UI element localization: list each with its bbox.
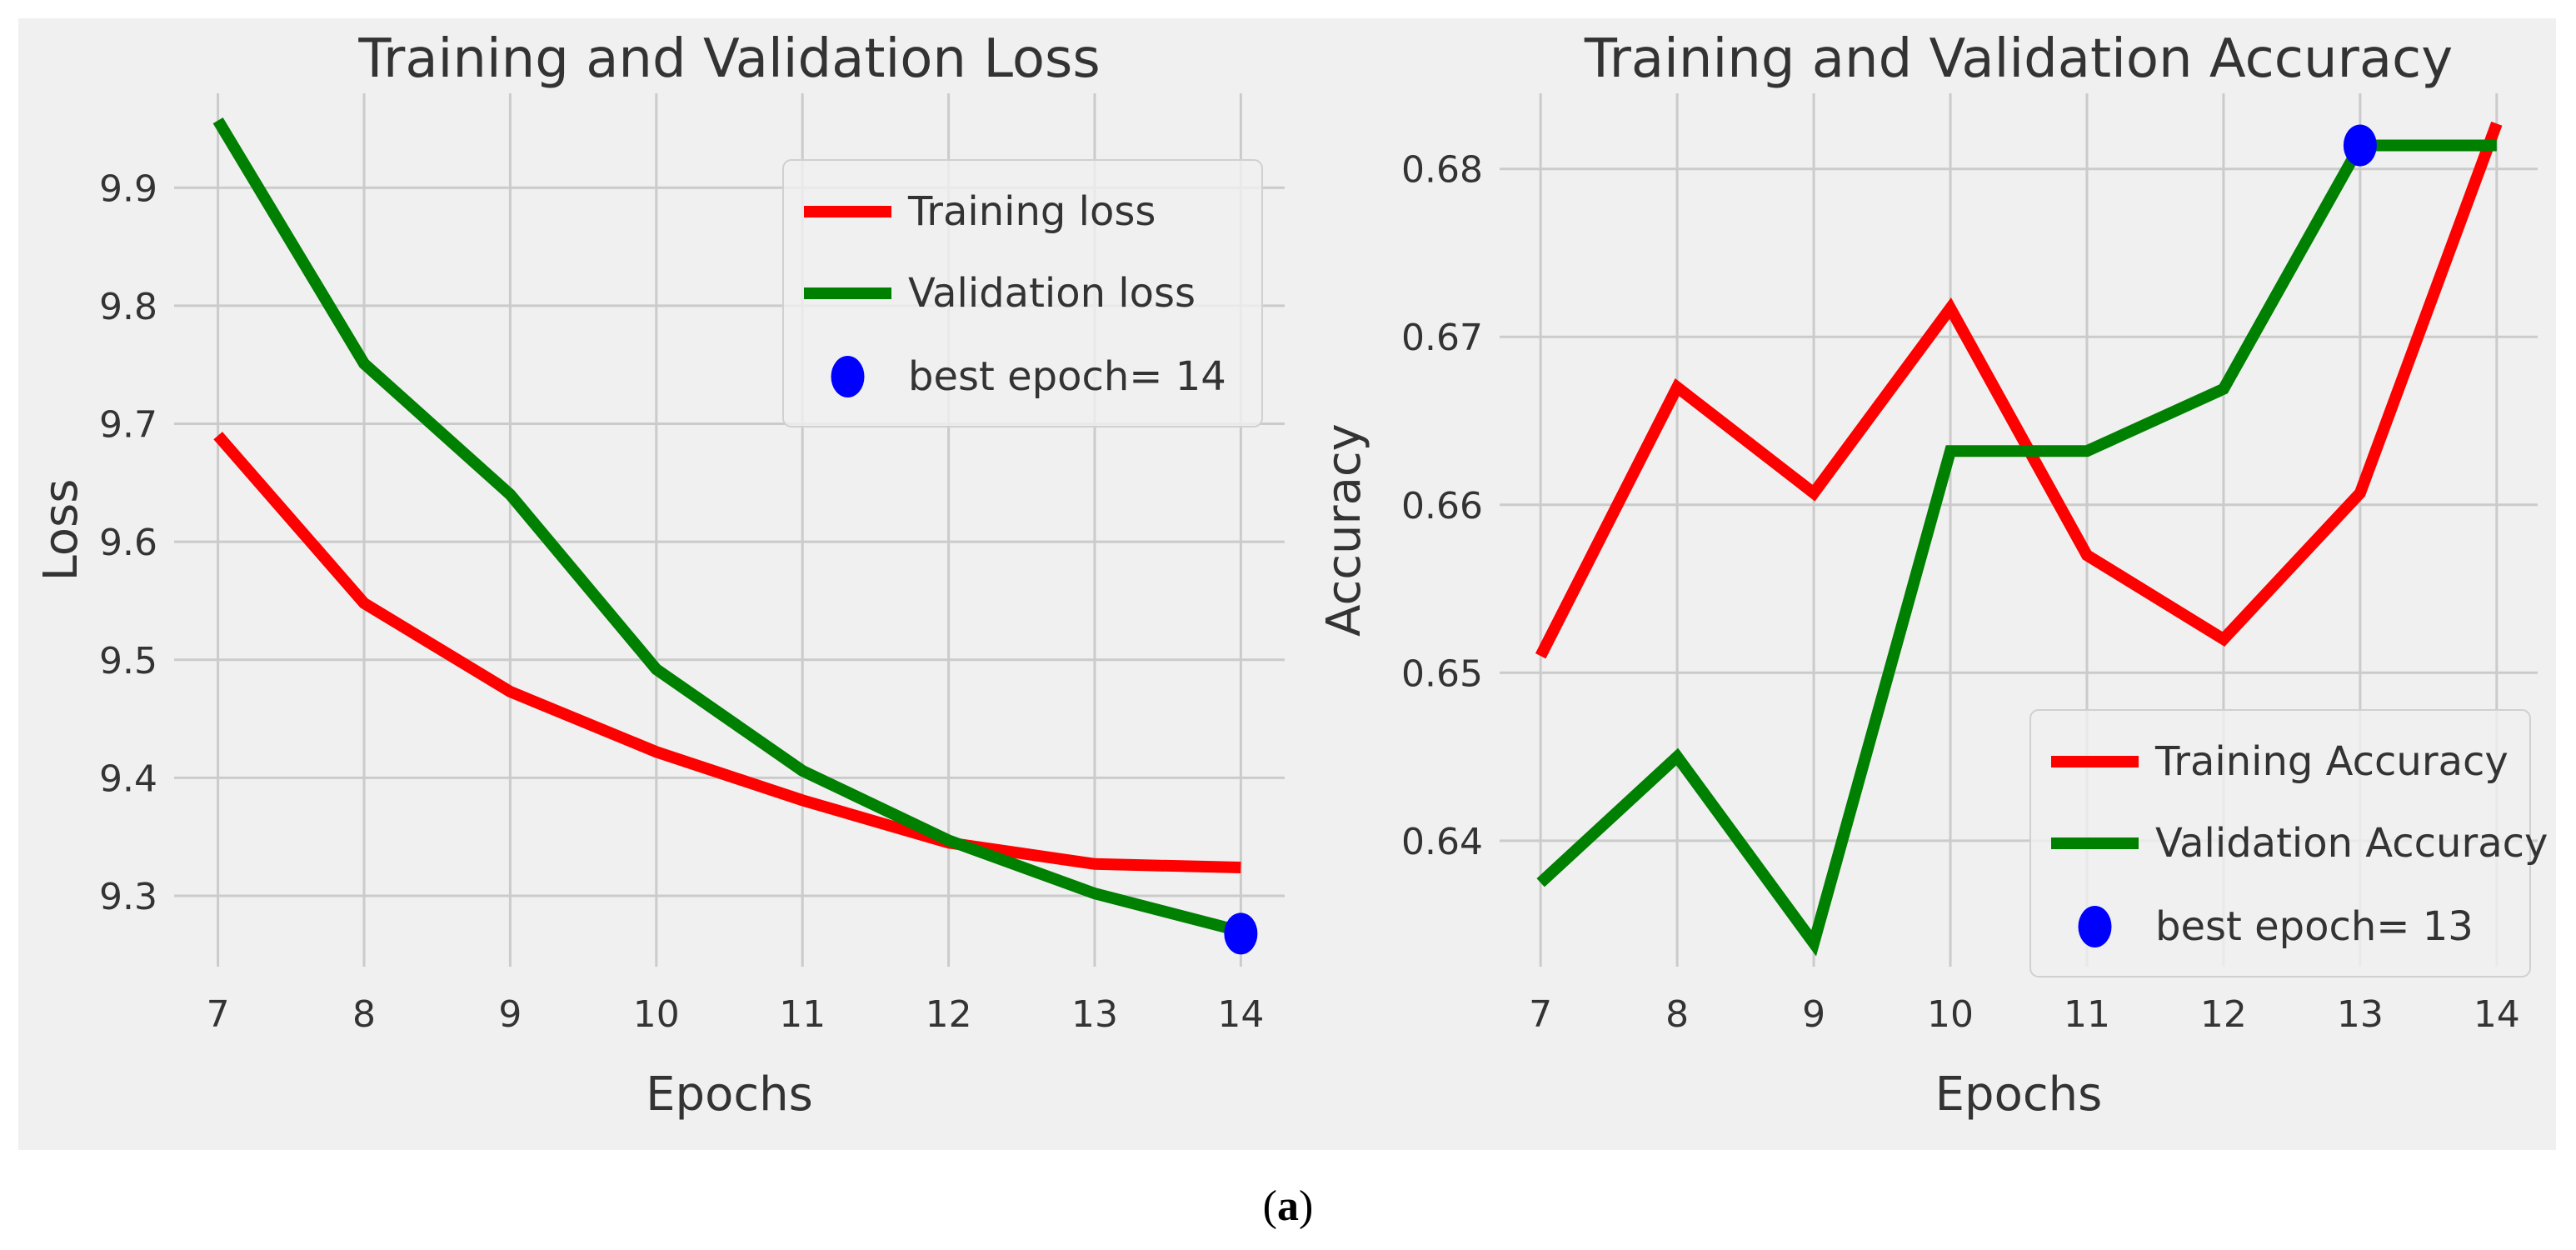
y-tick-label: 0.65 — [1401, 652, 1483, 695]
y-tick-label: 9.4 — [99, 758, 157, 800]
legend-box — [2029, 709, 2531, 978]
y-tick-label: 9.9 — [99, 168, 157, 210]
y-tick-label: 9.6 — [99, 522, 157, 564]
x-tick-label: 14 — [1217, 993, 1264, 1036]
y-tick-label: 0.66 — [1401, 485, 1483, 528]
y-tick-label: 9.5 — [99, 640, 157, 682]
x-tick-label: 10 — [633, 993, 680, 1036]
legend-label: best epoch= 13 — [2155, 903, 2474, 950]
legend-best-marker — [2078, 906, 2112, 948]
series-line-training-loss — [213, 432, 1241, 874]
y-tick-label: 9.7 — [99, 404, 157, 447]
best-epoch-marker — [1224, 912, 1258, 955]
x-tick-label: 11 — [779, 993, 826, 1036]
chart-loss: Training and Validation Loss 7 8 9 10 11 12 13 1… — [34, 28, 1285, 1122]
x-tick-label: 7 — [207, 993, 230, 1036]
figure-canvas: Training and Validation Loss 7 8 9 10 11 12 13 1… — [34, 28, 2548, 1122]
x-tick-label: 10 — [1927, 993, 1974, 1036]
y-tick-label: 0.64 — [1401, 821, 1483, 863]
legend-label: Validation loss — [908, 270, 1196, 317]
x-tick-label: 9 — [498, 993, 522, 1036]
legend-label: Validation Accuracy — [2155, 820, 2548, 867]
x-tick-label: 12 — [2200, 993, 2247, 1036]
x-tick-label: 13 — [2337, 993, 2384, 1036]
legend-label: best epoch= 14 — [908, 353, 1226, 400]
x-axis-label: Epochs — [646, 1068, 813, 1122]
y-tick-label: 0.68 — [1401, 149, 1483, 192]
chart-title: Training and Validation Loss — [357, 28, 1100, 90]
legend-label: Training loss — [907, 188, 1156, 235]
chart-title: Training and Validation Accuracy — [1584, 28, 2453, 90]
caption-open: ( — [1262, 1182, 1277, 1230]
y-tick-label: 0.67 — [1401, 317, 1483, 359]
x-axis-label: Epochs — [1935, 1068, 2103, 1122]
x-tick-label: 13 — [1071, 993, 1118, 1036]
series-line-validation-accuracy — [1536, 139, 2497, 957]
figure-panel: Training and Validation Loss 7 8 9 10 11 12 13 1… — [18, 18, 2556, 1150]
caption-letter: a — [1277, 1182, 1299, 1230]
x-tick-label: 11 — [2064, 993, 2110, 1036]
y-axis-label: Accuracy — [1317, 423, 1371, 637]
series-line-training-accuracy — [1535, 121, 2503, 659]
x-tick-label: 9 — [1802, 993, 1825, 1036]
legend-best-marker — [831, 356, 865, 398]
legend: Training Accuracy Validation Accuracy best… — [2029, 709, 2548, 978]
legend-box — [782, 159, 1263, 428]
legend: Training loss Validation loss best epoch= … — [782, 159, 1263, 428]
series-line-validation-loss — [212, 117, 1243, 938]
legend-label: Training Accuracy — [2154, 738, 2509, 785]
best-epoch-marker — [2343, 124, 2377, 167]
y-tick-label: 9.3 — [99, 876, 157, 918]
x-tick-label: 8 — [352, 993, 376, 1036]
x-tick-label: 14 — [2474, 993, 2520, 1036]
caption-close: ) — [1299, 1182, 1314, 1230]
y-tick-label: 9.8 — [99, 286, 157, 328]
figure-caption: (a) — [0, 1173, 2576, 1240]
y-axis-label: Loss — [34, 479, 88, 582]
chart-accuracy: Training and Validation Accuracy 7 8 9 10 11 1… — [1317, 28, 2548, 1122]
x-tick-label: 7 — [1529, 993, 1552, 1036]
x-tick-label: 12 — [926, 993, 972, 1036]
x-tick-label: 8 — [1665, 993, 1689, 1036]
